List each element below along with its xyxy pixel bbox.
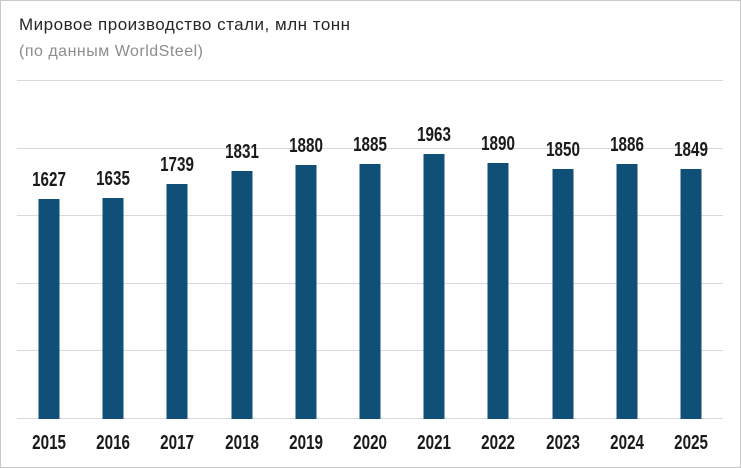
bar-slot: 1635 [81,81,145,419]
bar-value-label: 1890 [481,133,516,156]
x-tick-label: 2018 [224,432,259,454]
chart-title: Мировое производство стали, млн тонн [19,15,351,34]
x-tick-label: 2022 [481,432,516,454]
bar-slot: 1831 [210,81,274,419]
bar-value-label: 1739 [160,153,195,176]
bar-2018 [231,171,253,419]
bar-2025 [680,169,702,419]
x-tick-label: 2017 [160,432,195,454]
bar-2015 [38,199,60,419]
bar-value-label: 1849 [674,139,708,162]
bar-value-label: 1850 [545,138,580,161]
bar-value-label: 1886 [609,134,644,157]
bar-2017 [166,183,188,419]
plot-area: 1627 1635 1739 1831 1880 1885 1963 1890 1850 1886… [17,80,723,419]
bar-slot: 1963 [402,81,466,419]
bar-2019 [295,164,317,419]
bar-slot: 1849 [659,81,723,419]
bar-2021 [423,153,445,419]
bar-2020 [359,164,381,419]
chart-header: Мировое производство стали, млн тонн (по… [19,14,722,63]
bars-layer: 1627 1635 1739 1831 1880 1885 1963 1890 1850 1886… [17,81,723,419]
bar-2016 [102,197,124,419]
bar-slot: 1850 [531,81,595,419]
bar-value-label: 1627 [32,169,67,192]
x-tick-label: 2023 [545,432,580,454]
x-tick-label: 2015 [32,432,67,454]
bar-slot: 1886 [595,81,659,419]
bar-slot: 1627 [17,81,81,419]
bar-value-label: 1885 [353,134,387,157]
bar-slot: 1890 [466,81,530,419]
x-tick-label: 2020 [353,432,387,454]
gridline [17,80,723,81]
bar-slot: 1885 [338,81,402,419]
bar-value-label: 1963 [417,123,452,146]
bar-2023 [552,168,574,419]
chart-subtitle: (по данным WorldSteel) [19,43,204,60]
bar-value-label: 1880 [288,134,323,157]
x-tick-label: 2025 [674,432,708,454]
bar-2022 [487,163,509,419]
x-tick-label: 2019 [288,432,323,454]
bar-value-label: 1831 [224,141,259,164]
x-axis-labels: 2015 2016 2017 2018 2019 2020 2021 2022 2023 2024… [17,419,723,467]
x-tick-label: 2016 [96,432,131,454]
gridline [17,147,723,149]
x-tick-label: 2024 [609,432,644,454]
bar-slot: 1739 [145,81,209,419]
bar-slot: 1880 [274,81,338,419]
x-tick-label: 2021 [417,432,452,454]
bar-2024 [616,164,638,419]
bar-value-label: 1635 [96,167,131,190]
